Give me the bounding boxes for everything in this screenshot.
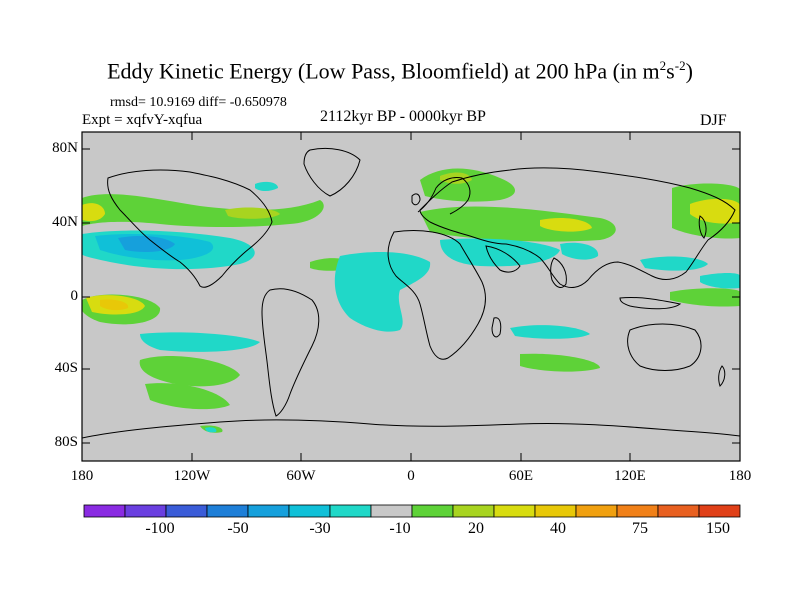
lon-label-180w: 180 — [70, 468, 94, 484]
lon-label-60w: 60W — [286, 468, 316, 484]
colorbar-box — [575, 504, 618, 518]
coast-nz — [718, 365, 726, 387]
contour-teal-ind — [560, 242, 599, 260]
contour-green-sp — [139, 355, 240, 387]
contour-green-sio — [520, 353, 600, 372]
colorbar-label: 150 — [706, 520, 730, 537]
colorbar-box — [698, 504, 741, 518]
contour-teal-sio — [510, 325, 590, 339]
colorbar-boxes — [83, 504, 741, 518]
contour-teal-ant — [205, 427, 217, 433]
coast-antarctica — [82, 419, 740, 439]
coast-north-america — [107, 169, 273, 288]
colorbar-box — [534, 504, 577, 518]
coast-europe — [417, 177, 471, 215]
lat-label-40s: 40S — [54, 360, 78, 376]
contour-teal-sa — [140, 332, 260, 352]
contour-green-na — [82, 194, 324, 227]
colorbar-box — [83, 504, 126, 518]
season-label: DJF — [700, 112, 727, 129]
colorbar-box — [206, 504, 249, 518]
lat-label-80n: 80N — [52, 140, 78, 156]
coast-arabia — [485, 245, 521, 273]
contour-orange-trop — [100, 299, 129, 311]
colorbar-label: -10 — [389, 520, 411, 537]
coastlines — [82, 147, 740, 439]
colorbar-box — [657, 504, 700, 518]
colorbar-label: 75 — [632, 520, 648, 537]
energy-field — [82, 168, 740, 433]
contour-teal-africa — [334, 252, 431, 332]
lat-label-40n: 40N — [52, 214, 78, 230]
lon-label-60e: 60E — [508, 468, 534, 484]
coast-greenland — [303, 147, 361, 197]
coast-eurasia — [419, 167, 736, 288]
axis-ticks — [82, 132, 740, 461]
lon-label-0: 0 — [407, 468, 415, 484]
contour-yellow-nw — [82, 203, 105, 222]
coast-japan — [698, 215, 707, 239]
contour-teal-nafr — [440, 238, 560, 267]
colorbar-label: -100 — [145, 520, 175, 537]
contour-yellow-asia — [540, 217, 592, 232]
plot-title: Eddy Kinetic Energy (Low Pass, Bloomfiel… — [107, 58, 693, 84]
colorbar-box — [288, 504, 331, 518]
period-label: 2112kyr BP - 0000kyr BP — [320, 108, 486, 125]
coast-australia — [627, 323, 702, 371]
contour-green-asia — [420, 206, 616, 242]
coast-africa — [387, 230, 486, 360]
colorbar-box — [329, 504, 372, 518]
coast-indonesia — [619, 297, 682, 310]
colorbar-box — [452, 504, 495, 518]
colorbar-box — [411, 504, 454, 518]
coast-uk — [411, 193, 421, 206]
colorbar-label: 40 — [550, 520, 566, 537]
contour-yellow-wpac — [690, 198, 740, 224]
lon-label-120w: 120W — [173, 468, 211, 484]
colorbar-box — [370, 504, 413, 518]
coast-south-america — [261, 288, 320, 417]
colorbar-box — [165, 504, 208, 518]
coast-india — [550, 257, 567, 288]
experiment-label: Expt = xqfvY-xqfua — [82, 112, 203, 128]
contour-teal-ne — [700, 273, 740, 289]
lon-label-120e: 120E — [614, 468, 646, 484]
lon-label-180e: 180 — [728, 468, 752, 484]
colorbar-box — [493, 504, 536, 518]
contour-teal-arctic — [255, 181, 278, 191]
contour-green-ne — [670, 288, 740, 307]
contour-lime-eur — [440, 172, 472, 184]
colorbar-label: -50 — [227, 520, 249, 537]
contour-yellow-atl — [225, 207, 280, 219]
contour-teal-pac2 — [640, 256, 708, 271]
colorbar-label: 20 — [468, 520, 484, 537]
stats-label: rmsd= 10.9169 diff= -0.650978 — [110, 95, 287, 110]
colorbar-box — [616, 504, 659, 518]
colorbar-label: -30 — [309, 520, 331, 537]
colorbar-box — [124, 504, 167, 518]
lat-label-eq: 0 — [70, 288, 79, 304]
coast-madagascar — [491, 317, 502, 338]
lat-label-80s: 80S — [54, 434, 78, 450]
colorbar-box — [247, 504, 290, 518]
contour-green-so — [145, 383, 230, 410]
